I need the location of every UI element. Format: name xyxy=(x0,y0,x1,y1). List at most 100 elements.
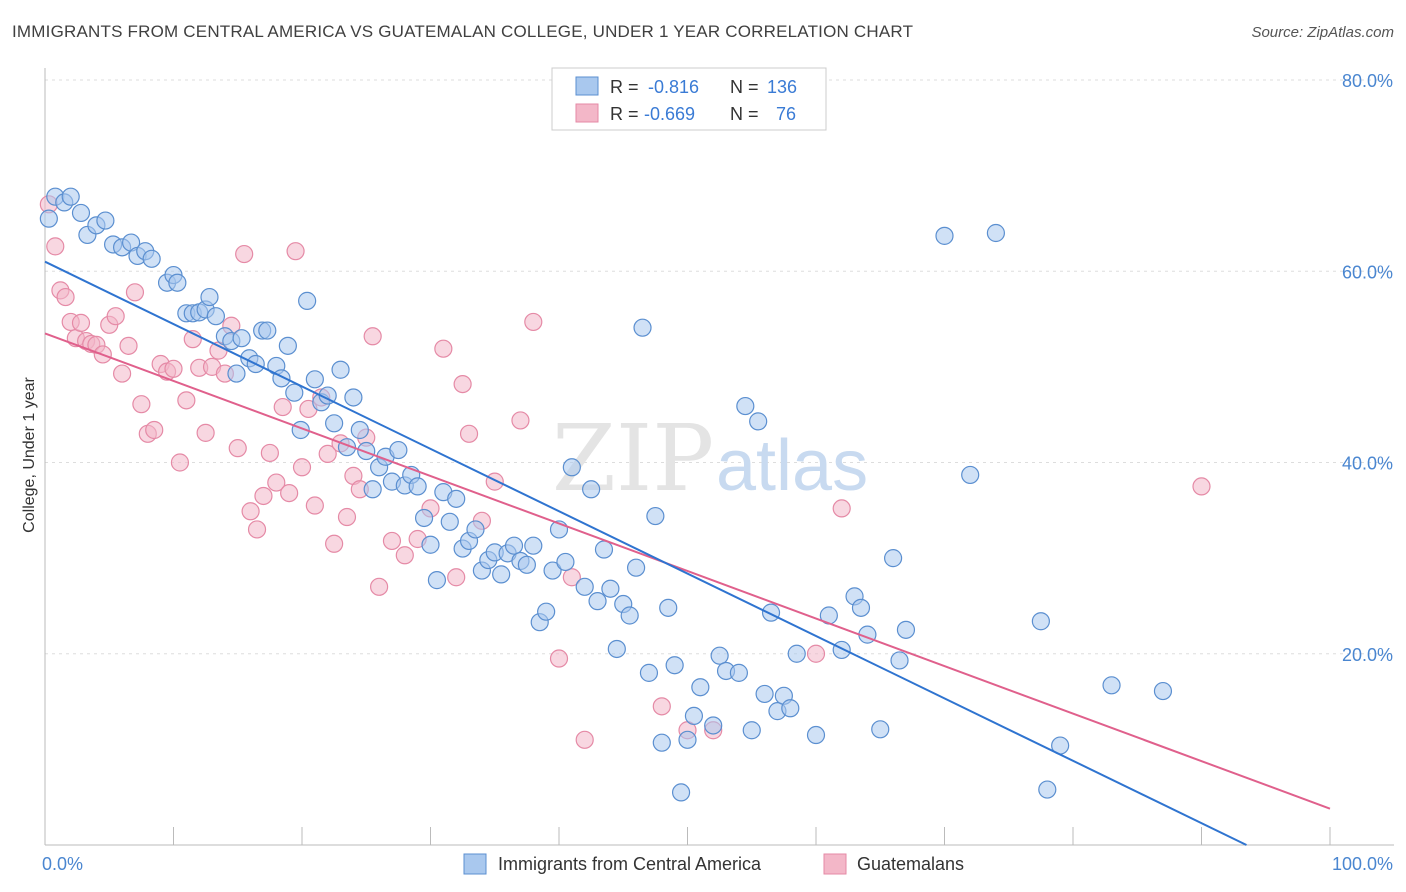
legend-swatch-guatemalans xyxy=(823,853,847,875)
central-america-point xyxy=(575,577,594,596)
central-america-point xyxy=(871,720,890,739)
central-america-point xyxy=(414,508,434,528)
guatemalans-point xyxy=(575,730,594,749)
guatemalans-trend-line xyxy=(44,332,1331,810)
central-america-point xyxy=(935,226,954,245)
source-label: Source: ZipAtlas.com xyxy=(1251,24,1394,41)
guatemalans-point xyxy=(170,453,190,472)
central-america-point xyxy=(761,603,781,622)
guatemalans-point xyxy=(71,313,91,332)
central-america-point xyxy=(582,480,601,499)
guatemalans-point xyxy=(832,499,851,518)
central-america-point xyxy=(344,388,363,407)
central-america-point xyxy=(729,663,749,682)
guatemalans-point xyxy=(325,534,344,553)
guatemalans-point xyxy=(395,546,414,565)
central-america-point xyxy=(357,441,376,461)
x-tick-label: 0.0% xyxy=(42,854,83,874)
central-america-point xyxy=(678,730,697,749)
central-america-point xyxy=(749,412,768,431)
guatemalans-point xyxy=(453,374,472,394)
legend-label-central-america: Immigrants from Central America xyxy=(498,854,762,874)
central-america-point xyxy=(1038,780,1057,799)
central-america-trend-line xyxy=(44,260,1247,846)
central-america-point xyxy=(440,512,459,531)
central-america-point xyxy=(986,223,1006,243)
y-tick-label: 80.0% xyxy=(1342,71,1393,91)
central-america-point xyxy=(556,552,575,572)
legend-label-guatemalans: Guatemalans xyxy=(857,854,964,874)
central-america-point xyxy=(896,620,916,639)
guatemalans-point xyxy=(337,507,357,527)
guatemalans-point xyxy=(267,473,286,492)
guatemalans-point xyxy=(235,244,254,264)
central-america-point xyxy=(883,549,903,568)
central-america-point xyxy=(710,646,729,665)
central-america-point xyxy=(200,287,219,307)
guatemalans-point xyxy=(562,568,581,587)
central-america-point xyxy=(96,211,115,230)
guatemalans-point xyxy=(106,307,125,326)
central-america-point xyxy=(890,651,909,670)
central-america-point xyxy=(626,558,646,577)
central-america-point xyxy=(1153,681,1173,701)
central-america-point xyxy=(537,602,556,621)
guatemalans-point xyxy=(164,359,183,378)
central-america-point xyxy=(278,336,297,355)
guatemalans-point xyxy=(382,531,402,551)
stats-r-label: R = xyxy=(610,77,639,97)
central-america-point xyxy=(806,725,826,745)
guatemalans-point xyxy=(485,472,504,491)
stats-legend-swatch-blue xyxy=(575,76,599,96)
central-america-points xyxy=(39,187,1173,802)
watermark: ZIP atlas xyxy=(552,405,868,512)
watermark-atlas: atlas xyxy=(716,426,868,506)
central-america-point xyxy=(755,684,774,704)
central-america-point xyxy=(305,370,324,389)
central-america-point xyxy=(781,699,800,718)
guatemalans-point xyxy=(46,237,65,256)
y-tick-label: 40.0% xyxy=(1342,454,1393,474)
central-america-point xyxy=(389,440,408,460)
central-america-point xyxy=(588,592,607,611)
guatemalans-point xyxy=(177,391,196,410)
stats-n-value: 136 xyxy=(767,77,797,97)
guatemalans-point xyxy=(56,287,75,307)
guatemalans-point xyxy=(145,420,164,440)
central-america-point xyxy=(684,706,704,726)
central-america-point xyxy=(447,489,466,508)
central-america-point xyxy=(61,187,80,206)
central-america-point xyxy=(232,329,251,348)
central-america-point xyxy=(427,571,447,590)
stats-r-label: R = xyxy=(610,104,639,124)
guatemalans-point xyxy=(125,283,145,302)
stats-r-value: -0.669 xyxy=(644,104,695,124)
guatemalans-point xyxy=(524,312,543,332)
stats-n-label: N = xyxy=(730,104,759,124)
guatemalans-point xyxy=(511,411,530,430)
central-america-point xyxy=(227,364,246,383)
guatemalans-point xyxy=(549,649,569,668)
guatemalans-point xyxy=(260,443,279,463)
central-america-point xyxy=(206,307,226,326)
series-legend: Immigrants from Central America Guatemal… xyxy=(463,853,964,875)
central-america-point xyxy=(704,716,723,735)
central-america-point xyxy=(562,458,581,477)
stats-n-label: N = xyxy=(730,77,759,97)
central-america-point xyxy=(142,249,161,268)
guatemalans-point xyxy=(241,502,260,521)
legend-swatch-central-america xyxy=(463,853,487,875)
guatemalans-point xyxy=(292,458,312,477)
guatemalans-point xyxy=(652,697,671,716)
central-america-point xyxy=(524,536,543,555)
y-tick-label: 20.0% xyxy=(1342,645,1393,665)
guatemalans-point xyxy=(447,568,466,587)
central-america-point xyxy=(787,644,806,663)
guatemalans-point xyxy=(228,439,247,458)
central-america-point xyxy=(832,640,851,660)
central-america-point xyxy=(620,606,639,625)
central-america-point xyxy=(331,360,350,379)
central-america-point xyxy=(633,318,652,337)
watermark-zip: ZIP xyxy=(552,405,714,512)
